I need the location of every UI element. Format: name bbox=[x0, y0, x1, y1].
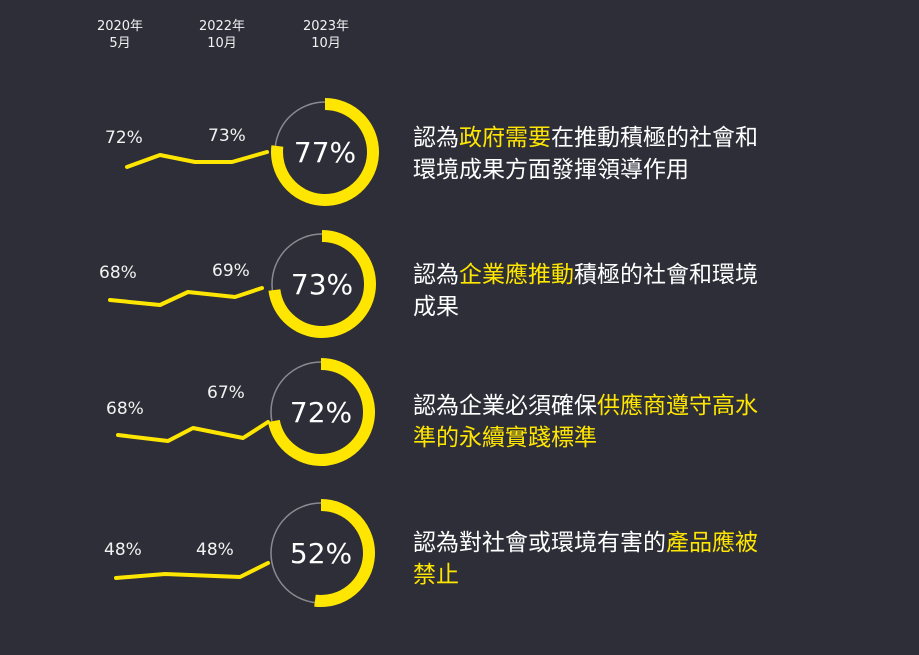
description-line: 成果 bbox=[413, 291, 758, 323]
description-text: 成果 bbox=[413, 294, 459, 320]
period-2022-10: 2022年 10月 bbox=[182, 18, 262, 52]
description-line: 認為企業必須確保供應商遵守高水 bbox=[413, 390, 758, 422]
description-line: 認為政府需要在推動積極的社會和 bbox=[413, 122, 758, 154]
row3-2020-value: 68% bbox=[106, 399, 144, 419]
trend-sparkline bbox=[116, 420, 270, 443]
ring-progress-arc bbox=[314, 499, 375, 607]
highlighted-text: 企業應推動 bbox=[459, 262, 574, 288]
row3-description: 認為企業必須確保供應商遵守高水 準的永續實踐標準 bbox=[413, 390, 758, 454]
trend-sparkline bbox=[114, 561, 270, 580]
highlighted-text: 供應商遵守高水 bbox=[597, 393, 758, 419]
ring-value: 72% bbox=[290, 396, 352, 429]
period-year: 2023年 bbox=[302, 19, 350, 34]
description-line: 環境成果方面發揮領導作用 bbox=[413, 154, 758, 186]
description-line: 認為企業應推動積極的社會和環境 bbox=[413, 259, 758, 291]
row4-2022-value: 48% bbox=[196, 540, 234, 560]
description-line: 認為對社會或環境有害的產品應被 bbox=[413, 527, 758, 559]
highlighted-text: 政府需要 bbox=[459, 125, 551, 151]
period-month: 5月 bbox=[109, 36, 131, 51]
period-month: 10月 bbox=[311, 36, 341, 51]
row2-description: 認為企業應推動積極的社會和環境成果 bbox=[413, 259, 758, 323]
ring-progress-arc bbox=[271, 98, 379, 206]
period-2020-05: 2020年 5月 bbox=[80, 18, 160, 52]
row4-description: 認為對社會或環境有害的產品應被禁止 bbox=[413, 527, 758, 591]
description-text: 在推動積極的社會和 bbox=[551, 125, 758, 151]
description-text: 積極的社會和環境 bbox=[574, 262, 758, 288]
description-line: 禁止 bbox=[413, 559, 758, 591]
ring-value: 52% bbox=[290, 537, 352, 570]
highlighted-text: 準的永續實踐標準 bbox=[413, 425, 597, 451]
trend-sparkline bbox=[108, 286, 264, 307]
description-line: 準的永續實踐標準 bbox=[413, 422, 758, 454]
period-2023-10: 2023年 10月 bbox=[286, 18, 366, 52]
trend-sparkline bbox=[125, 150, 269, 169]
period-year: 2020年 bbox=[96, 19, 144, 34]
row3-2022-value: 67% bbox=[207, 383, 245, 403]
row1-2022-value: 73% bbox=[208, 126, 246, 146]
period-year: 2022年 bbox=[198, 19, 246, 34]
row1-2020-value: 72% bbox=[105, 128, 143, 148]
highlighted-text: 產品應被 bbox=[666, 530, 758, 556]
period-month: 10月 bbox=[207, 36, 237, 51]
row4-2020-value: 48% bbox=[104, 540, 142, 560]
row2-2020-value: 68% bbox=[99, 263, 137, 283]
ring-progress-arc bbox=[267, 358, 375, 466]
highlighted-text: 禁止 bbox=[413, 562, 459, 588]
ring-progress-arc bbox=[268, 230, 376, 338]
row2-2022-value: 69% bbox=[212, 261, 250, 281]
description-text: 認為 bbox=[413, 125, 459, 151]
description-text: 認為對社會或環境有害的 bbox=[413, 530, 666, 556]
description-text: 認為企業必須確保 bbox=[413, 393, 597, 419]
ring-value: 73% bbox=[291, 268, 353, 301]
description-text: 認為 bbox=[413, 262, 459, 288]
row1-description: 認為政府需要在推動積極的社會和環境成果方面發揮領導作用 bbox=[413, 122, 758, 186]
description-text: 環境成果方面發揮領導作用 bbox=[413, 157, 689, 183]
ring-value: 77% bbox=[294, 136, 356, 169]
